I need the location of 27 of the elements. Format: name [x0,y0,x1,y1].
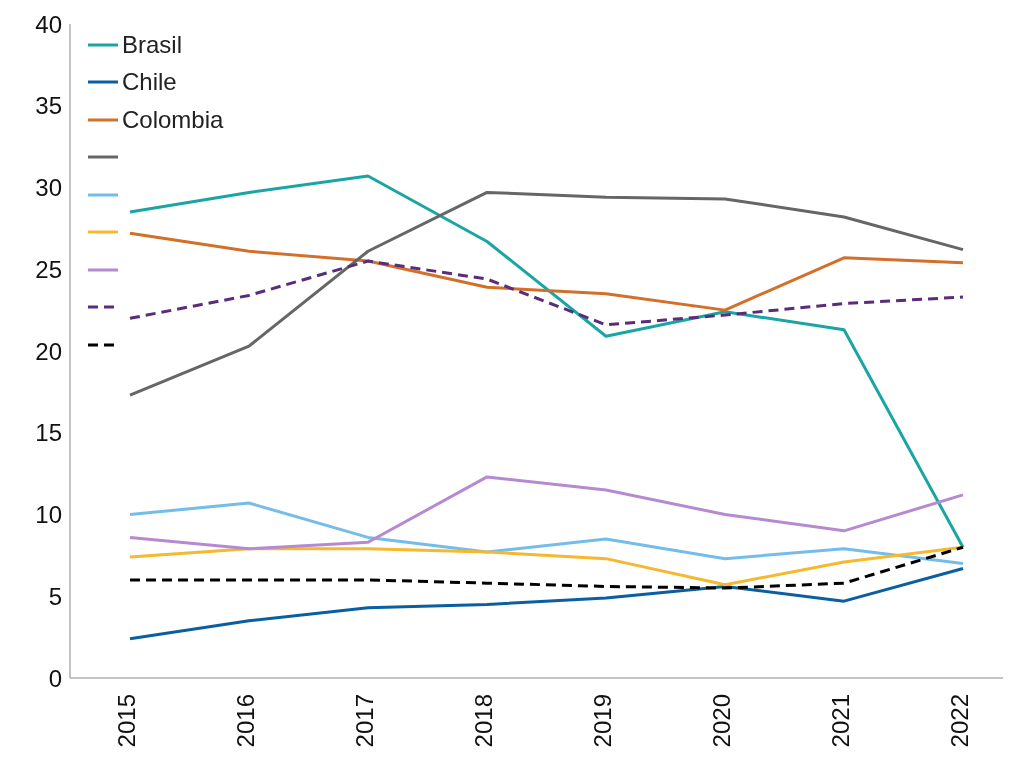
x-tick-label: 2015 [113,694,141,748]
line-series [128,174,965,549]
y-tick-label: 30 [35,174,62,202]
x-tick-label: 2018 [470,694,498,748]
y-tick-label: 40 [35,10,62,38]
legend-label: Brasil [122,30,183,59]
x-tick-label: 2022 [946,694,974,748]
y-tick-label: 25 [35,255,62,283]
line-series [128,566,965,641]
x-tick-label: 2017 [351,694,379,748]
x-tick-label: 2016 [232,694,260,748]
x-tick-label: 2021 [827,694,855,748]
y-tick-label: 35 [35,92,62,120]
line-series [128,259,965,327]
y-tick-label: 10 [35,501,62,529]
legend-label: Colombia [122,105,224,134]
line-series [128,231,965,312]
line-series [128,501,965,566]
y-tick-label: 20 [35,337,62,365]
line-series [128,475,965,551]
x-tick-label: 2019 [589,694,617,748]
line-series [128,190,965,397]
y-tick-label: 15 [35,419,62,447]
y-tick-label: 5 [48,582,62,610]
y-tick-label: 0 [48,664,62,692]
legend-label: Chile [122,68,177,97]
x-tick-label: 2020 [708,694,736,748]
